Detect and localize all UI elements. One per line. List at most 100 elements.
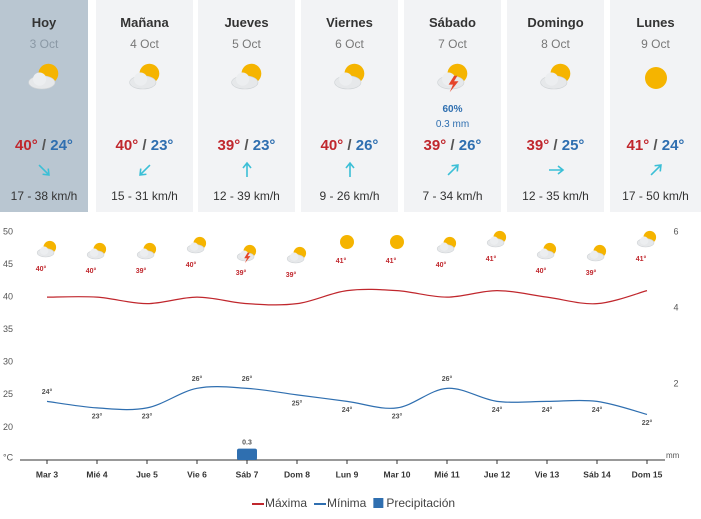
sun [340, 235, 354, 249]
cloud [235, 72, 249, 86]
day-card[interactable]: Domingo 8 Oct 39° / 25° 12 - 35 km/h [507, 0, 604, 212]
temperatures: 40° / 24° [0, 137, 88, 154]
bolt [448, 75, 458, 93]
temperatures: 41° / 24° [610, 137, 701, 154]
wind-speed: 12 - 39 km/h [213, 189, 280, 203]
separator: / [450, 137, 455, 154]
arrow [446, 164, 459, 176]
value-label: 0.3 [242, 439, 252, 446]
value-label: 24° [342, 406, 353, 414]
arrow-shaft [241, 161, 252, 177]
chart-icon [86, 242, 107, 260]
cloud [640, 236, 649, 245]
sun [644, 67, 667, 89]
wind-arrow [344, 161, 355, 177]
sun [390, 235, 404, 249]
cloud [590, 250, 599, 259]
chart-icon [286, 246, 307, 264]
day-card[interactable]: Jueves 5 Oct 39° / 23° 12 - 39 km/h [198, 0, 295, 212]
min-temp: 25° [561, 137, 585, 154]
max-temp: 39° [217, 137, 241, 154]
y-tick-label: 40 [3, 292, 13, 302]
value-label: 40° [536, 267, 547, 275]
chart-icon [536, 242, 557, 260]
day-card[interactable]: Hoy 3 Oct 40° / 24° 17 - 38 km/h [0, 0, 88, 212]
day-card[interactable]: Lunes 9 Oct 41° / 24° 17 - 50 km/h [610, 0, 701, 212]
wind-arrow [138, 164, 151, 176]
cloud [40, 246, 49, 255]
day-date: 7 Oct [438, 37, 467, 51]
wind-speed: 17 - 38 km/h [10, 189, 78, 203]
x-tick-label: Mar 10 [384, 469, 411, 479]
wind-arrow [38, 164, 50, 176]
chart-icon [486, 230, 507, 248]
x-tick-label: Dom 15 [632, 469, 663, 479]
min-temp: 26° [355, 137, 379, 154]
y2-tick-label: 2 [673, 378, 678, 388]
chart-icon [390, 235, 404, 249]
day-label: Mañana [120, 15, 169, 30]
max-temp: 40° [15, 137, 38, 154]
day-date: 8 Oct [541, 37, 570, 51]
x-tick-label: Sáb 14 [583, 469, 611, 479]
x-tick-label: Mié 4 [86, 469, 108, 479]
separator: / [41, 137, 47, 154]
legend-item: Precipitación [373, 496, 455, 510]
temperatures: 39° / 23° [198, 137, 295, 154]
arrow-shaft [548, 165, 564, 175]
value-label: 41° [636, 255, 647, 263]
value-label: 39° [136, 267, 147, 275]
arrow-shaft [38, 164, 50, 176]
line [46, 386, 648, 415]
value-label: 41° [336, 257, 347, 265]
value-label: 40° [436, 261, 447, 269]
value-label: 39° [236, 269, 247, 277]
value-label: 40° [36, 265, 47, 273]
weather-icon [644, 67, 667, 89]
day-card[interactable]: Viernes 6 Oct 40° / 26° 9 - 26 km/h [301, 0, 398, 212]
cloud [33, 72, 47, 86]
x-tick-label: Mar 3 [36, 469, 58, 479]
max-temp: 39° [526, 137, 550, 154]
value-label: 26° [192, 375, 203, 383]
x-tick-label: Dom 8 [284, 469, 310, 479]
cloud [440, 242, 449, 251]
min-temp: 23° [150, 137, 174, 154]
legend-swatch [373, 498, 384, 508]
value-label: 24° [42, 388, 53, 396]
cloud [290, 252, 299, 261]
rain-chance: 60% [442, 104, 463, 115]
y2-axis-label: mm [666, 451, 680, 460]
separator: / [347, 137, 352, 154]
chart-icon [236, 244, 257, 264]
temperatures: 39° / 26° [404, 137, 501, 154]
x-tick-label: Vie 6 [187, 469, 207, 479]
legend-label: Precipitación [386, 496, 455, 510]
value-label: 23° [92, 413, 103, 421]
max-temp: 40° [320, 137, 344, 154]
arrow [241, 161, 252, 177]
cloud [544, 72, 558, 86]
day-card[interactable]: Sábado 7 Oct 60% 0.3 mm 39° / 26° 7 - 34 km/h [404, 0, 501, 212]
legend-label: Mínima [327, 496, 367, 510]
arrow-shaft [446, 164, 459, 176]
wind-speed: 9 - 26 km/h [319, 189, 380, 203]
cloud [540, 248, 549, 257]
wind-arrow [649, 164, 662, 176]
day-card[interactable]: Mañana 4 Oct 40° / 23° 15 - 31 km/h [96, 0, 193, 212]
weather-icon [539, 63, 570, 90]
chart: 20 25 30 35 40 45 50 °C 2 4 6 mm Mar 3 Mié 4 Jue 5 Vie … [3, 226, 680, 510]
day-label: Domingo [527, 15, 584, 30]
cloud [90, 248, 99, 257]
chart-icon [340, 235, 354, 249]
x-tick-label: Jue 5 [136, 469, 158, 479]
value-label: 39° [286, 271, 297, 279]
day-date: 3 Oct [29, 37, 59, 51]
rain-amount: 0.3 mm [435, 119, 470, 130]
value-label: 40° [86, 267, 97, 275]
x-tick-label: Mié 11 [434, 469, 460, 479]
day-label: Lunes [636, 15, 675, 30]
arrow [138, 164, 151, 176]
wind-speed: 12 - 35 km/h [522, 189, 589, 203]
y-tick-label: 25 [3, 389, 13, 399]
